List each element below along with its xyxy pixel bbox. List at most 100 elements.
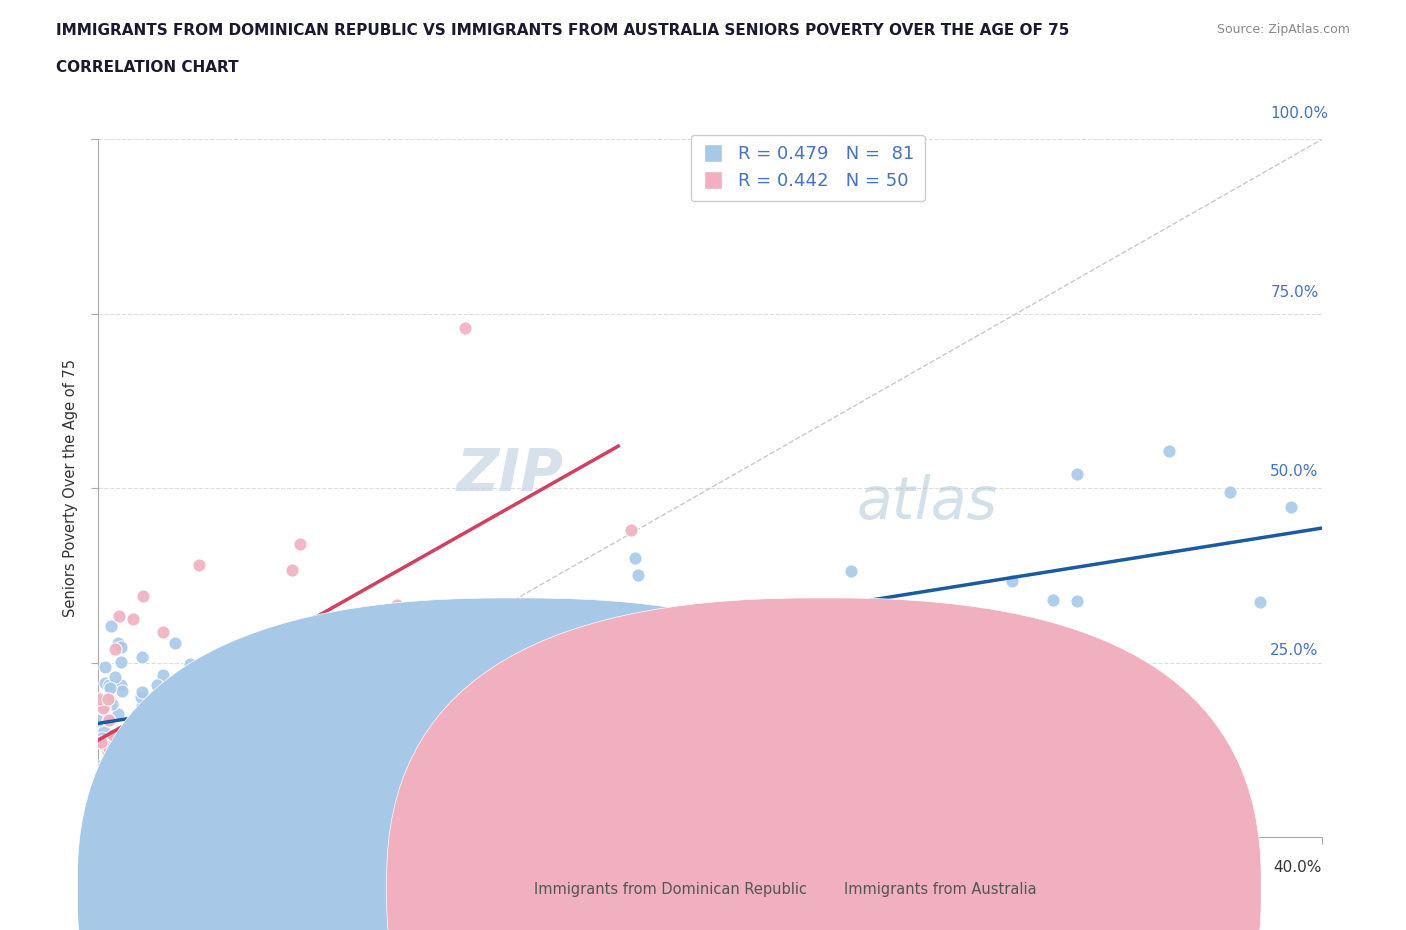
- Point: [1036, 448, 1059, 463]
- Point: [233, 621, 256, 636]
- Point: [238, 736, 260, 751]
- Text: ZIP: ZIP: [482, 427, 591, 484]
- Point: [180, 813, 202, 828]
- Point: [166, 796, 188, 811]
- Point: [344, 520, 367, 535]
- Point: [176, 717, 198, 732]
- Point: [211, 696, 233, 711]
- Point: [311, 718, 333, 733]
- Point: [179, 656, 201, 671]
- Point: [174, 754, 197, 769]
- Point: [467, 659, 489, 674]
- Point: [1227, 481, 1250, 496]
- Point: [295, 665, 318, 680]
- Point: [219, 678, 242, 693]
- Point: [173, 679, 195, 694]
- Point: [180, 747, 202, 762]
- Point: [173, 764, 195, 778]
- Point: [246, 643, 269, 658]
- Text: Immigrants from Australia: Immigrants from Australia: [844, 882, 1036, 897]
- Point: [492, 298, 515, 312]
- Point: [645, 551, 668, 565]
- Point: [166, 683, 188, 698]
- Point: [166, 724, 188, 738]
- Point: [1015, 577, 1038, 591]
- Point: [835, 547, 858, 562]
- Point: [204, 635, 226, 650]
- Point: [430, 582, 453, 597]
- Point: [340, 692, 363, 707]
- Point: [169, 687, 191, 702]
- Point: [190, 760, 212, 775]
- Point: [170, 725, 193, 740]
- Text: 0.0%: 0.0%: [176, 850, 215, 866]
- Point: [396, 710, 419, 724]
- Point: [173, 677, 195, 692]
- Point: [174, 667, 197, 682]
- Point: [172, 798, 194, 813]
- Point: [938, 636, 960, 651]
- Point: [231, 661, 253, 676]
- Point: [204, 671, 226, 686]
- Point: [337, 546, 360, 561]
- Point: [174, 728, 197, 743]
- Point: [643, 534, 665, 549]
- Point: [170, 645, 193, 660]
- Point: [212, 704, 235, 719]
- Point: [205, 705, 228, 720]
- Point: [447, 733, 470, 748]
- Point: [572, 642, 595, 657]
- Point: [229, 714, 252, 729]
- Point: [184, 625, 207, 640]
- Point: [186, 671, 208, 685]
- Point: [179, 627, 201, 642]
- Text: atlas: atlas: [852, 456, 993, 512]
- Point: [166, 747, 188, 762]
- Point: [254, 540, 277, 555]
- Point: [360, 677, 382, 692]
- Point: [174, 744, 197, 759]
- Point: [575, 661, 598, 676]
- Legend: R = 0.479   N =  81, R = 0.442   N = 50: R = 0.479 N = 81, R = 0.442 N = 50: [690, 106, 925, 173]
- Point: [184, 664, 207, 679]
- Point: [831, 622, 853, 637]
- Point: [166, 774, 188, 789]
- Point: [181, 695, 204, 710]
- Point: [273, 649, 295, 664]
- Point: [640, 505, 662, 520]
- Point: [772, 612, 794, 627]
- Point: [208, 720, 231, 735]
- Y-axis label: Seniors Poverty Over the Age of 75: Seniors Poverty Over the Age of 75: [63, 340, 79, 599]
- Point: [181, 757, 204, 772]
- Point: [294, 711, 316, 726]
- Point: [201, 744, 224, 759]
- Point: [183, 593, 205, 608]
- Point: [217, 665, 239, 680]
- Point: [526, 667, 548, 682]
- Point: [177, 716, 200, 731]
- Point: [368, 689, 391, 704]
- Point: [976, 616, 998, 631]
- Point: [205, 712, 228, 727]
- Point: [1118, 424, 1140, 439]
- Point: [174, 804, 197, 819]
- Point: [204, 573, 226, 588]
- Point: [204, 686, 226, 701]
- Point: [170, 685, 193, 700]
- Point: [209, 800, 232, 815]
- Point: [173, 699, 195, 714]
- Point: [170, 679, 193, 694]
- Point: [208, 686, 231, 701]
- Point: [568, 622, 591, 637]
- Point: [167, 718, 190, 733]
- Point: [176, 664, 198, 679]
- Point: [170, 662, 193, 677]
- Point: [225, 668, 247, 683]
- Point: [222, 654, 245, 669]
- Point: [222, 610, 245, 625]
- Point: [207, 745, 229, 760]
- Point: [169, 808, 191, 823]
- Point: [544, 594, 567, 609]
- Point: [169, 689, 191, 704]
- Point: [167, 750, 190, 764]
